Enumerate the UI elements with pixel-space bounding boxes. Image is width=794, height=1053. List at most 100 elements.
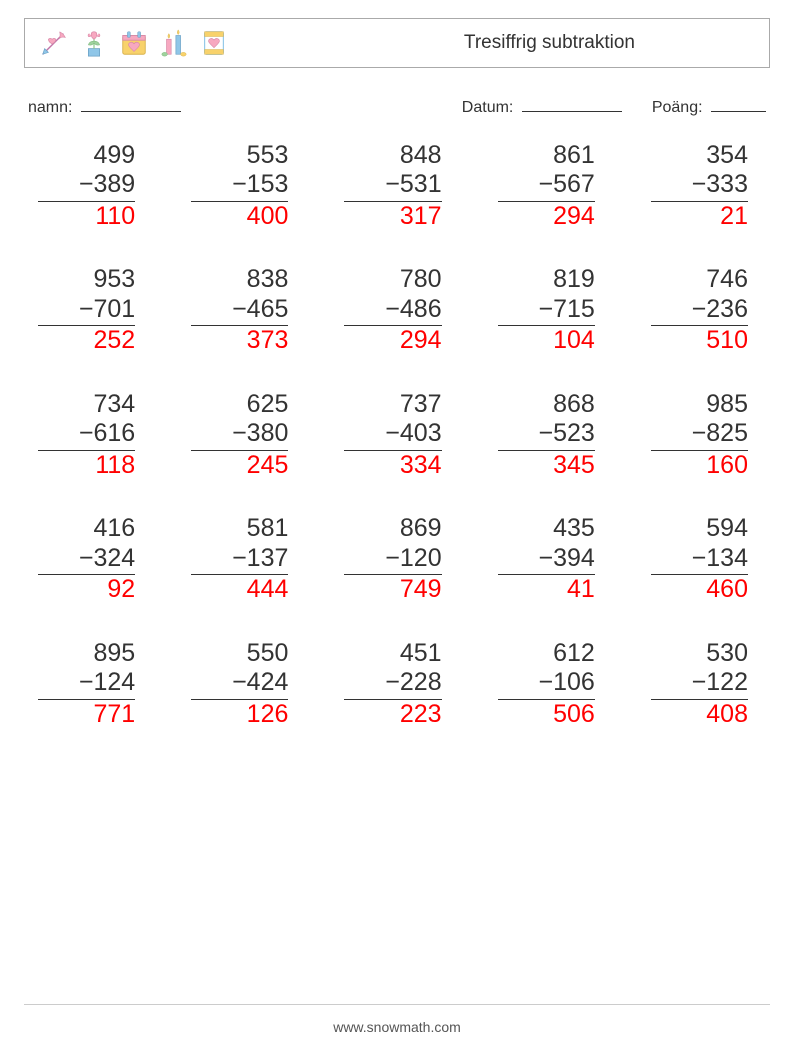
footer-divider xyxy=(24,1004,770,1005)
problem: 868−523345 xyxy=(498,390,603,481)
subtrahend: −236 xyxy=(651,295,748,327)
problem: 530−122408 xyxy=(651,639,756,730)
answer: 506 xyxy=(498,700,595,730)
answer: 126 xyxy=(191,700,288,730)
answer: 92 xyxy=(38,575,135,605)
answer: 118 xyxy=(38,451,135,481)
problem: 861−567294 xyxy=(498,141,603,232)
minuend: 895 xyxy=(38,639,135,669)
footer: www.snowmath.com xyxy=(0,1004,794,1035)
minuend: 819 xyxy=(498,265,595,295)
minuend: 612 xyxy=(498,639,595,669)
score-blank xyxy=(711,94,766,112)
problem: 848−531317 xyxy=(344,141,449,232)
candles-icon xyxy=(159,28,189,58)
minuend: 625 xyxy=(191,390,288,420)
minuend: 869 xyxy=(344,514,441,544)
header-bar: Tresiffrig subtraktion xyxy=(24,18,770,68)
minuend: 435 xyxy=(498,514,595,544)
subtrahend: −531 xyxy=(344,170,441,202)
name-label: namn: xyxy=(28,99,72,116)
date-blank xyxy=(522,94,622,112)
minuend: 985 xyxy=(651,390,748,420)
problem: 734−616118 xyxy=(38,390,143,481)
problem: 553−153400 xyxy=(191,141,296,232)
answer: 373 xyxy=(191,326,288,356)
answer: 317 xyxy=(344,202,441,232)
problem: 416−32492 xyxy=(38,514,143,605)
worksheet-page: Tresiffrig subtraktion namn: Datum: Poän… xyxy=(0,0,794,1053)
calendar-heart-icon xyxy=(119,28,149,58)
footer-text: www.snowmath.com xyxy=(333,1019,461,1035)
answer: 41 xyxy=(498,575,595,605)
answer: 444 xyxy=(191,575,288,605)
problem: 985−825160 xyxy=(651,390,756,481)
problem: 499−389110 xyxy=(38,141,143,232)
minuend: 746 xyxy=(651,265,748,295)
problem: 780−486294 xyxy=(344,265,449,356)
subtrahend: −486 xyxy=(344,295,441,327)
subtrahend: −403 xyxy=(344,419,441,451)
minuend: 550 xyxy=(191,639,288,669)
minuend: 530 xyxy=(651,639,748,669)
minuend: 451 xyxy=(344,639,441,669)
problem: 953−701252 xyxy=(38,265,143,356)
minuend: 594 xyxy=(651,514,748,544)
date-field: Datum: xyxy=(462,94,622,117)
problem: 581−137444 xyxy=(191,514,296,605)
answer: 294 xyxy=(344,326,441,356)
minuend: 581 xyxy=(191,514,288,544)
answer: 223 xyxy=(344,700,441,730)
subtrahend: −715 xyxy=(498,295,595,327)
subtrahend: −701 xyxy=(38,295,135,327)
subtrahend: −389 xyxy=(38,170,135,202)
score-label: Poäng: xyxy=(652,99,703,116)
problem: 819−715104 xyxy=(498,265,603,356)
worksheet-title: Tresiffrig subtraktion xyxy=(464,32,635,54)
date-label: Datum: xyxy=(462,99,514,116)
answer: 460 xyxy=(651,575,748,605)
problem: 451−228223 xyxy=(344,639,449,730)
subtrahend: −424 xyxy=(191,668,288,700)
problem: 612−106506 xyxy=(498,639,603,730)
subtrahend: −106 xyxy=(498,668,595,700)
answer: 771 xyxy=(38,700,135,730)
subtrahend: −465 xyxy=(191,295,288,327)
problem: 737−403334 xyxy=(344,390,449,481)
answer: 749 xyxy=(344,575,441,605)
cupid-arrow-icon xyxy=(39,28,69,58)
minuend: 734 xyxy=(38,390,135,420)
problem: 625−380245 xyxy=(191,390,296,481)
answer: 510 xyxy=(651,326,748,356)
minuend: 838 xyxy=(191,265,288,295)
name-blank xyxy=(81,94,181,112)
subtrahend: −523 xyxy=(498,419,595,451)
subtrahend: −616 xyxy=(38,419,135,451)
answer: 400 xyxy=(191,202,288,232)
flower-pot-icon xyxy=(79,28,109,58)
subtrahend: −124 xyxy=(38,668,135,700)
minuend: 499 xyxy=(38,141,135,171)
answer: 245 xyxy=(191,451,288,481)
subtrahend: −567 xyxy=(498,170,595,202)
subtrahend: −153 xyxy=(191,170,288,202)
problem: 838−465373 xyxy=(191,265,296,356)
header-icons xyxy=(39,28,229,58)
subtrahend: −324 xyxy=(38,544,135,576)
minuend: 953 xyxy=(38,265,135,295)
answer: 160 xyxy=(651,451,748,481)
answer: 110 xyxy=(38,202,135,232)
problem: 435−39441 xyxy=(498,514,603,605)
problem: 869−120749 xyxy=(344,514,449,605)
minuend: 868 xyxy=(498,390,595,420)
minuend: 416 xyxy=(38,514,135,544)
subtrahend: −228 xyxy=(344,668,441,700)
minuend: 848 xyxy=(344,141,441,171)
problems-grid: 499−389110 553−153400 848−531317 861−567294… xyxy=(24,141,770,730)
answer: 334 xyxy=(344,451,441,481)
name-field: namn: xyxy=(28,94,228,117)
problem: 550−424126 xyxy=(191,639,296,730)
score-field: Poäng: xyxy=(652,94,766,117)
answer: 294 xyxy=(498,202,595,232)
minuend: 354 xyxy=(651,141,748,171)
